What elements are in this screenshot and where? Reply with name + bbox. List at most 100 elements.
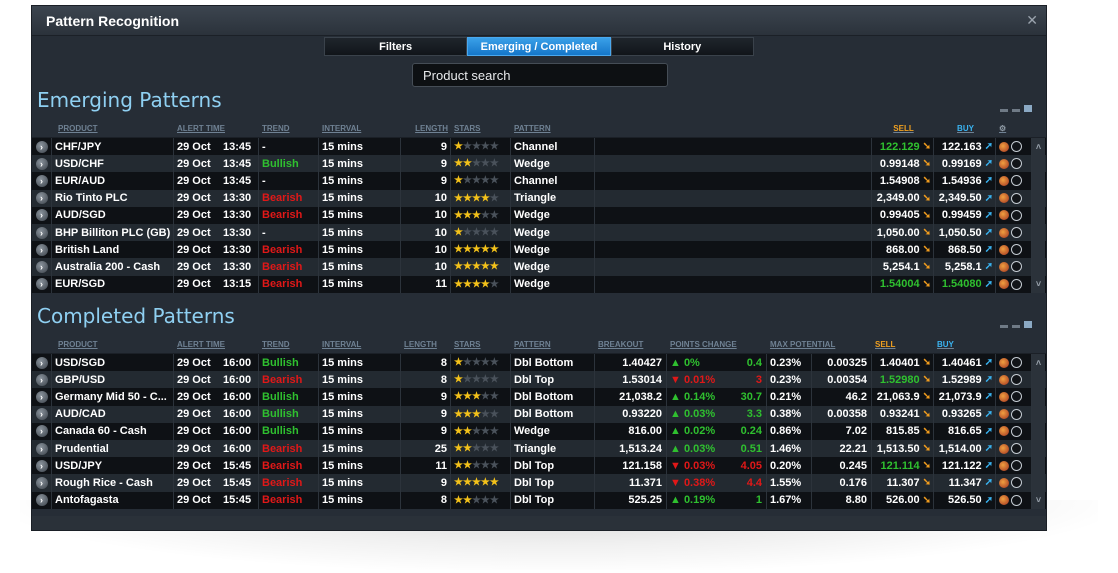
sell-price[interactable]: 2,349.00 ➘ [872, 189, 934, 207]
col-stars[interactable]: STARS [454, 340, 481, 349]
chevron-right-icon[interactable]: › [35, 278, 48, 291]
chart-icon[interactable] [999, 477, 1009, 488]
restore-icon[interactable] [1012, 325, 1020, 328]
sell-price[interactable]: 0.99148 ➘ [872, 155, 934, 173]
watch-toggle-icon[interactable] [1011, 209, 1022, 221]
chart-icon[interactable] [999, 227, 1009, 238]
watch-toggle-icon[interactable] [1011, 408, 1022, 420]
col-max-potential[interactable]: MAX POTENTIAL [770, 340, 836, 349]
table-row[interactable]: › Rio Tinto PLC 29 Oct 13:30 Bearish 15 mins 1… [32, 189, 1046, 207]
sell-price[interactable]: 526.00 ➘ [872, 491, 934, 509]
chart-icon[interactable] [999, 141, 1009, 152]
product-search-input[interactable] [412, 63, 668, 87]
col-product[interactable]: PRODUCT [58, 124, 98, 133]
buy-price[interactable]: 5,258.1 ➚ [934, 258, 996, 276]
col-alert-time[interactable]: ALERT TIME [177, 124, 225, 133]
scrollbar[interactable] [1032, 155, 1045, 173]
col-breakout[interactable]: BREAKOUT [598, 340, 644, 349]
col-alert-time[interactable]: ALERT TIME [177, 340, 225, 349]
minimize-icon[interactable] [1000, 109, 1008, 112]
chart-icon[interactable] [999, 158, 1009, 169]
watch-toggle-icon[interactable] [1011, 494, 1022, 506]
watch-toggle-icon[interactable] [1011, 425, 1022, 437]
sell-price[interactable]: 21,063.9 ➘ [872, 388, 934, 406]
table-row[interactable]: › Prudential 29 Oct 16:00 Bearish 15 mins 25 ★ ★… [32, 439, 1046, 458]
col-length[interactable]: LENGTH [415, 124, 448, 133]
buy-price[interactable]: 1.40461 ➚ [934, 354, 996, 372]
col-pattern[interactable]: PATTERN [514, 124, 551, 133]
table-row[interactable]: › Germany Mid 50 - C... 29 Oct 16:00 Bullish… [32, 388, 1046, 406]
buy-price[interactable]: 816.65 ➚ [934, 422, 996, 440]
chevron-right-icon[interactable]: › [35, 192, 48, 205]
buy-price[interactable]: 2,349.50 ➚ [934, 189, 996, 207]
emerging-panel-controls[interactable] [1000, 102, 1036, 112]
col-sell[interactable]: SELL [875, 340, 896, 349]
chevron-right-icon[interactable]: › [35, 459, 48, 472]
sell-price[interactable]: 1.54004 ➘ [872, 275, 934, 293]
chart-icon[interactable] [999, 193, 1009, 204]
sell-price[interactable]: 1.54908 ➘ [872, 172, 934, 190]
table-row[interactable]: › GBP/USD 29 Oct 16:00 Bearish 15 mins 8 ★ ★ ★ ★ ★ D… [32, 371, 1046, 389]
sell-price[interactable]: 11.307 ➘ [872, 474, 934, 492]
buy-price[interactable]: 0.93265 ➚ [934, 405, 996, 423]
scrollbar[interactable]: ˄ [1032, 138, 1045, 156]
sell-price[interactable]: 1,050.00 ➘ [872, 223, 934, 242]
chart-icon[interactable] [999, 426, 1009, 437]
chevron-right-icon[interactable]: › [35, 494, 48, 507]
sell-price[interactable]: 121.114 ➘ [872, 457, 934, 475]
chevron-right-icon[interactable]: › [35, 442, 48, 455]
chevron-right-icon[interactable]: › [35, 226, 48, 239]
close-icon[interactable]: ✕ [1026, 12, 1038, 28]
buy-price[interactable]: 1,514.00 ➚ [934, 439, 996, 458]
chart-icon[interactable] [999, 357, 1009, 368]
watch-toggle-icon[interactable] [1011, 391, 1022, 403]
scrollbar[interactable] [1032, 189, 1045, 207]
scrollbar[interactable] [1032, 457, 1045, 475]
chevron-right-icon[interactable]: › [35, 408, 48, 421]
minimize-icon[interactable] [1000, 325, 1008, 328]
chart-icon[interactable] [999, 460, 1009, 471]
chart-icon[interactable] [999, 391, 1009, 402]
sell-price[interactable]: 122.129 ➘ [872, 138, 934, 156]
chart-icon[interactable] [999, 495, 1009, 506]
buy-price[interactable]: 1.54936 ➚ [934, 172, 996, 190]
table-row[interactable]: › USD/CHF 29 Oct 13:45 Bullish 15 mins 9 ★ ★ ★ ★ ★ W… [32, 155, 1046, 173]
completed-panel-controls[interactable] [1000, 318, 1036, 328]
table-row[interactable]: › Australia 200 - Cash 29 Oct 13:30 Bearish 1… [32, 258, 1046, 276]
scrollbar[interactable] [1032, 241, 1045, 259]
col-interval[interactable]: INTERVAL [322, 340, 362, 349]
watch-toggle-icon[interactable] [1011, 374, 1022, 386]
table-row[interactable]: › EUR/SGD 29 Oct 13:15 Bearish 15 mins 11 ★ ★ ★ ★ ★… [32, 275, 1046, 293]
chart-icon[interactable] [999, 244, 1009, 255]
watch-toggle-icon[interactable] [1011, 460, 1022, 472]
scrollbar[interactable]: ˅ [1032, 275, 1045, 293]
table-row[interactable]: › BHP Billiton PLC (GB) 29 Oct 13:30-15 min… [32, 223, 1046, 242]
maximize-icon[interactable] [1024, 105, 1032, 112]
sell-price[interactable]: 0.93241 ➘ [872, 405, 934, 423]
scrollbar[interactable] [1032, 388, 1045, 406]
buy-price[interactable]: 0.99169 ➚ [934, 155, 996, 173]
chevron-right-icon[interactable]: › [35, 209, 48, 222]
table-row[interactable]: › Rough Rice - Cash 29 Oct 15:45 Bearish 15 m… [32, 474, 1046, 492]
buy-price[interactable]: 121.122 ➚ [934, 457, 996, 475]
col-product[interactable]: PRODUCT [58, 340, 98, 349]
scrollbar[interactable]: ˅ [1032, 491, 1045, 509]
chart-icon[interactable] [999, 374, 1009, 385]
buy-price[interactable]: 21,073.9 ➚ [934, 388, 996, 406]
watch-toggle-icon[interactable] [1011, 192, 1022, 204]
buy-price[interactable]: 1.54080 ➚ [934, 275, 996, 293]
table-row[interactable]: › AUD/CAD 29 Oct 16:00 Bullish 15 mins 9 ★ ★ ★ ★ ★ D… [32, 405, 1046, 423]
buy-price[interactable]: 1.52989 ➚ [934, 371, 996, 389]
buy-price[interactable]: 0.99459 ➚ [934, 206, 996, 224]
col-stars[interactable]: STARS [454, 124, 481, 133]
restore-icon[interactable] [1012, 109, 1020, 112]
chevron-right-icon[interactable]: › [35, 373, 48, 386]
scrollbar[interactable] [1032, 206, 1045, 224]
watch-toggle-icon[interactable] [1011, 443, 1022, 455]
chart-icon[interactable] [999, 409, 1009, 420]
scrollbar[interactable] [1032, 405, 1045, 423]
watch-toggle-icon[interactable] [1011, 227, 1022, 239]
buy-price[interactable]: 868.50 ➚ [934, 241, 996, 259]
col-pattern[interactable]: PATTERN [514, 340, 551, 349]
table-row[interactable]: › USD/JPY 29 Oct 15:45 Bearish 15 mins 11 ★ ★ ★ ★ ★… [32, 457, 1046, 475]
